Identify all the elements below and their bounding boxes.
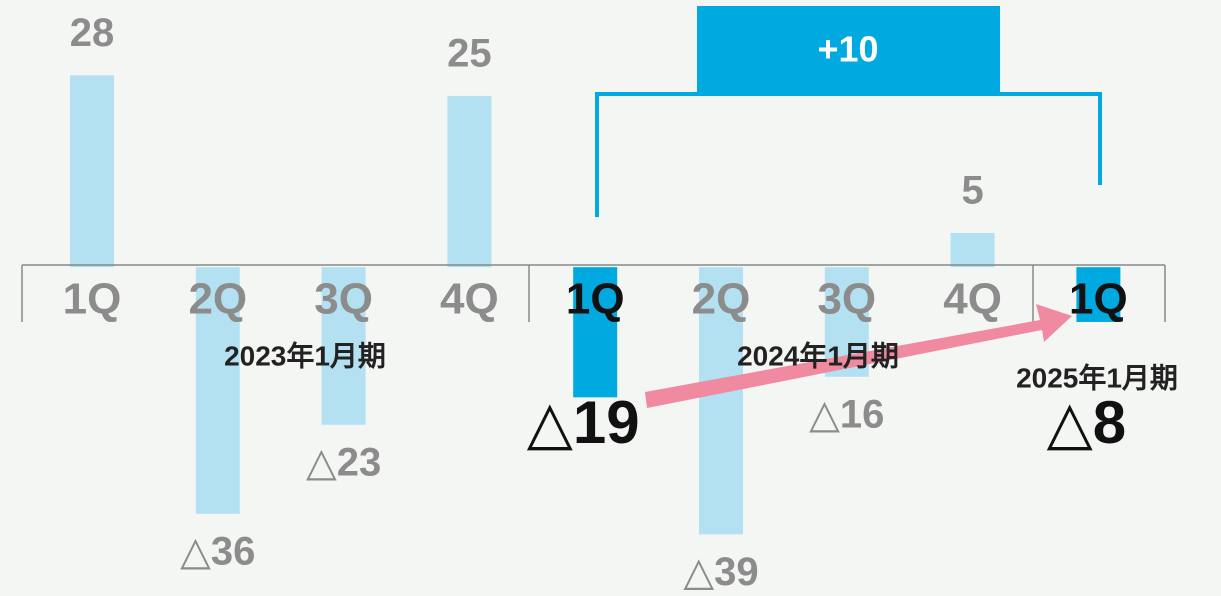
x-tick-label: 3Q [314,275,373,324]
bar [1076,267,1121,322]
value-label: △8 [1047,389,1127,456]
value-label: △19 [527,389,640,456]
bar [573,267,618,398]
value-label: 25 [447,31,492,75]
arrow [645,304,1072,408]
period-label: 2024年1月期 [737,339,899,371]
arrow-shape [645,304,1072,408]
period-label: 2023年1月期 [224,339,386,371]
bar [447,95,492,268]
value-label: △39 [683,550,758,594]
value-label: 28 [70,11,115,55]
value-label: △36 [180,529,255,573]
x-tick-label: 1Q [1069,275,1128,324]
bar [321,267,366,425]
x-tick-label: 4Q [440,275,499,324]
annotation-box [697,6,1000,94]
x-tick-label: 4Q [943,275,1002,324]
x-tick-label: 1Q [566,275,625,324]
x-tick-label: 1Q [63,275,122,324]
axis [21,264,1166,322]
bar [699,267,743,535]
bar [950,232,995,268]
x-tick-label: 2Q [188,275,247,324]
value-label: 5 [961,168,983,212]
x-tick-label: 2Q [692,275,751,324]
period-label: 2025年1月期 [1016,361,1178,393]
value-label: △16 [809,392,884,436]
value-label: △23 [306,440,381,484]
bar [195,267,240,514]
annotation: +10 [817,29,878,70]
x-tick-label: 3Q [817,275,876,324]
bar [70,75,114,268]
